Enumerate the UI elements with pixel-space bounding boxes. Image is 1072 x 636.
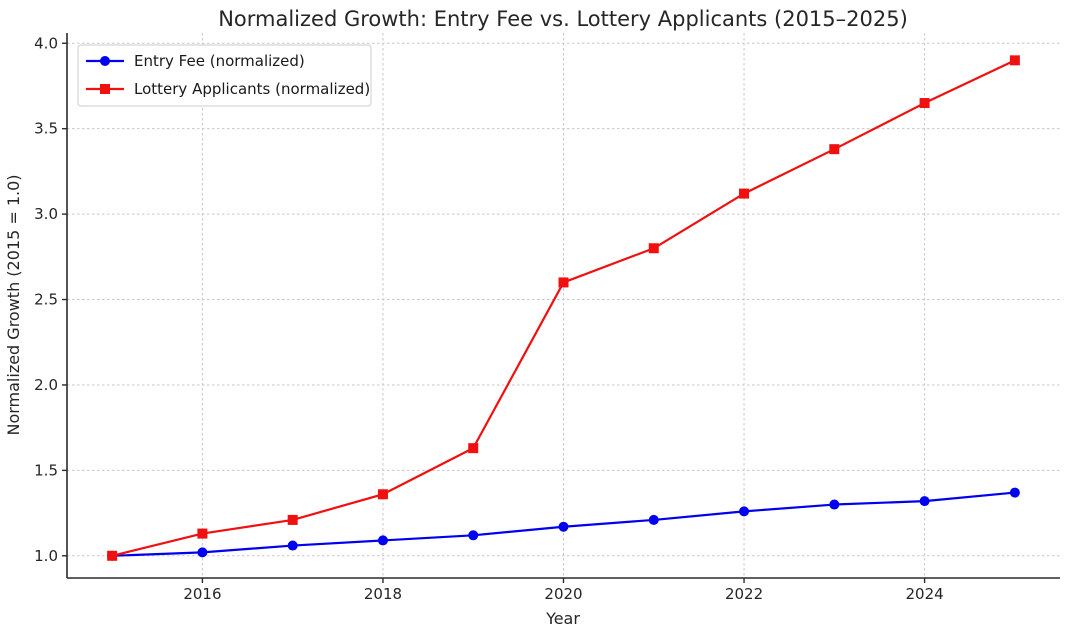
data-point-lottery-applicants-normalized [829, 144, 840, 155]
data-point-entry-fee-normalized [829, 499, 840, 510]
x-tick-label: 2022 [725, 585, 763, 603]
gridlines [67, 33, 1060, 578]
data-point-entry-fee-normalized [1009, 487, 1020, 498]
data-point-entry-fee-normalized [739, 506, 750, 517]
legend-marker-circle [100, 56, 110, 66]
data-point-entry-fee-normalized [377, 535, 388, 546]
y-tick-label: 1.5 [34, 461, 58, 479]
data-point-lottery-applicants-normalized [558, 277, 569, 288]
x-tick-label: 2020 [544, 585, 582, 603]
data-point-lottery-applicants-normalized [739, 188, 750, 199]
y-tick-label: 2.0 [34, 376, 58, 394]
y-tick-label: 1.0 [34, 547, 58, 565]
data-point-lottery-applicants-normalized [919, 98, 930, 109]
chart-title: Normalized Growth: Entry Fee vs. Lottery… [218, 7, 908, 31]
data-point-lottery-applicants-normalized [107, 550, 118, 561]
x-tick-label: 2018 [364, 585, 402, 603]
legend-box [77, 44, 372, 107]
data-point-lottery-applicants-normalized [197, 528, 208, 539]
legend-label: Lottery Applicants (normalized) [134, 80, 370, 98]
legend-item-lottery-applicants-normalized: Lottery Applicants (normalized) [86, 80, 370, 98]
data-series [107, 55, 1020, 561]
legend-label: Entry Fee (normalized) [134, 52, 305, 70]
data-point-lottery-applicants-normalized [648, 243, 659, 254]
data-point-lottery-applicants-normalized [287, 514, 298, 525]
y-tick-label: 2.5 [34, 291, 58, 309]
x-tick-label: 2016 [183, 585, 221, 603]
x-tick-label: 2024 [905, 585, 943, 603]
y-tick-label: 4.0 [34, 34, 58, 52]
y-tick-label: 3.0 [34, 205, 58, 223]
data-point-entry-fee-normalized [648, 514, 659, 525]
data-point-lottery-applicants-normalized [468, 443, 479, 454]
data-point-entry-fee-normalized [558, 521, 569, 532]
y-axis-label: Normalized Growth (2015 = 1.0) [4, 174, 23, 435]
data-point-entry-fee-normalized [468, 530, 479, 541]
data-point-entry-fee-normalized [919, 496, 930, 507]
x-axis-label: Year [545, 609, 580, 628]
legend-item-entry-fee-normalized: Entry Fee (normalized) [86, 52, 305, 70]
data-point-lottery-applicants-normalized [1009, 55, 1020, 66]
data-point-entry-fee-normalized [197, 547, 208, 558]
legend: Entry Fee (normalized) Lottery Applicants… [77, 44, 372, 107]
axes: 2016 2018 2020 2022 2024 1.0 1.5 2.0 2.5 3.0 3.5 4.… [34, 33, 1060, 603]
legend-marker-square [100, 84, 110, 94]
y-tick-label: 3.5 [34, 120, 58, 138]
data-point-entry-fee-normalized [287, 540, 298, 551]
data-point-lottery-applicants-normalized [377, 489, 388, 500]
